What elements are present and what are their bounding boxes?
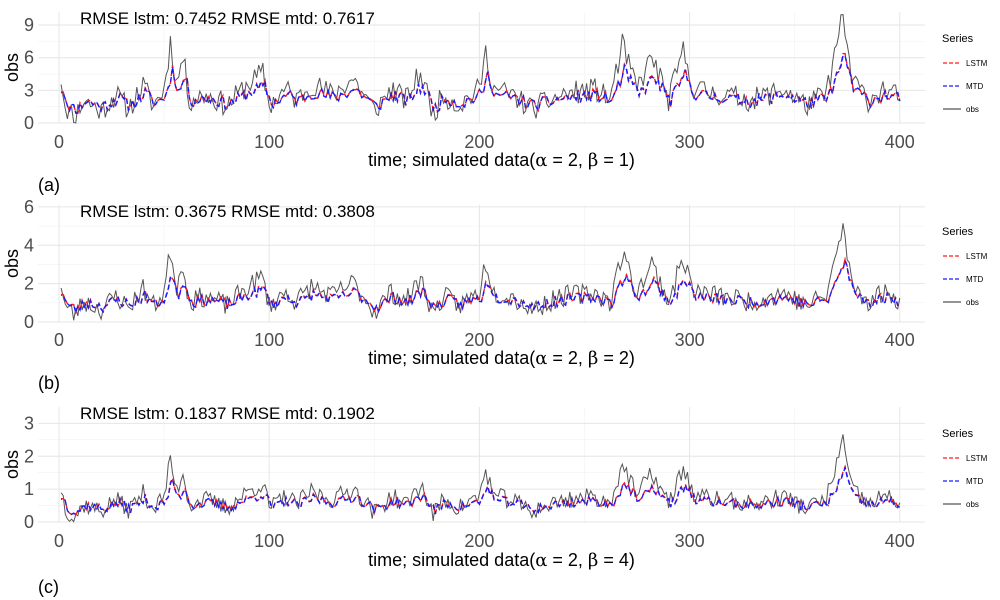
series-obs-line bbox=[60, 434, 901, 523]
rmse-annotation: RMSE lstm: 0.1837 RMSE mtd: 0.1902 bbox=[80, 404, 375, 423]
x-tick-label: 200 bbox=[464, 531, 494, 551]
x-axis-label-part: α bbox=[535, 150, 547, 171]
legend: Series LSTM MTD obs bbox=[942, 33, 988, 114]
x-axis-label: time; simulated data(α = 2, β = 2) bbox=[368, 348, 635, 369]
x-axis-label-part: = 2) bbox=[598, 348, 635, 368]
legend-label-mtd: MTD bbox=[966, 82, 984, 91]
x-axis-label-part: = 2, bbox=[547, 150, 588, 170]
x-tick-label: 200 bbox=[464, 132, 494, 152]
legend-label-obs: obs bbox=[966, 105, 979, 114]
x-axis-label: time; simulated data(α = 2, β = 1) bbox=[368, 150, 635, 171]
x-axis-label-part: β bbox=[588, 550, 598, 571]
panel-label: (c) bbox=[38, 577, 59, 597]
legend-label-obs: obs bbox=[966, 298, 979, 307]
y-tick-label: 3 bbox=[24, 80, 34, 100]
series-mtd-line bbox=[61, 257, 901, 316]
y-tick-label: 0 bbox=[24, 312, 34, 332]
x-axis-label-part: α bbox=[535, 348, 547, 369]
x-axis-label-part: time; simulated data( bbox=[368, 550, 535, 570]
y-axis-label: obs bbox=[2, 450, 22, 479]
legend: Series LSTM MTD obs bbox=[942, 226, 988, 307]
legend-label-mtd: MTD bbox=[966, 275, 984, 284]
panel-1: 0 100 200 300 400 0 3 6 9 time; simulated data(α … bbox=[2, 9, 988, 195]
y-tick-label: 6 bbox=[24, 197, 34, 217]
y-tick-label: 9 bbox=[24, 15, 34, 35]
x-tick-label: 0 bbox=[54, 330, 64, 350]
y-tick-label: 4 bbox=[24, 235, 34, 255]
x-axis-label-part: α bbox=[535, 550, 547, 571]
x-tick-label: 400 bbox=[885, 531, 915, 551]
panel-label: (b) bbox=[38, 373, 60, 393]
legend: Series LSTM MTD obs bbox=[942, 428, 988, 509]
y-tick-label: 2 bbox=[24, 446, 34, 466]
x-tick-label: 0 bbox=[54, 132, 64, 152]
legend-title: Series bbox=[942, 33, 974, 45]
series-lstm-line bbox=[61, 464, 901, 516]
legend-title: Series bbox=[942, 226, 974, 238]
x-tick-label: 100 bbox=[254, 132, 284, 152]
legend-label-lstm: LSTM bbox=[966, 454, 988, 463]
rmse-annotation: RMSE lstm: 0.3675 RMSE mtd: 0.3808 bbox=[80, 202, 375, 221]
panel-2: 0 100 200 300 400 0 2 4 6 time; simulated data(α … bbox=[2, 197, 988, 393]
x-axis-label-part: = 2, bbox=[547, 348, 588, 368]
x-tick-label: 100 bbox=[254, 531, 284, 551]
y-tick-label: 3 bbox=[24, 413, 34, 433]
y-tick-label: 2 bbox=[24, 274, 34, 294]
y-axis-label: obs bbox=[2, 53, 22, 82]
series-mtd-line bbox=[61, 54, 901, 114]
series-lstm-line bbox=[61, 52, 901, 114]
panel-3: 0 100 200 300 400 0 1 2 3 time; simulated data(α … bbox=[2, 404, 988, 597]
y-tick-label: 1 bbox=[24, 479, 34, 499]
y-tick-label: 0 bbox=[24, 512, 34, 532]
x-axis-label-part: β bbox=[588, 348, 598, 369]
x-tick-label: 400 bbox=[885, 132, 915, 152]
x-tick-label: 0 bbox=[54, 531, 64, 551]
rmse-annotation: RMSE lstm: 0.7452 RMSE mtd: 0.7617 bbox=[80, 9, 375, 28]
y-tick-label: 0 bbox=[24, 113, 34, 133]
x-tick-label: 300 bbox=[675, 132, 705, 152]
x-tick-label: 100 bbox=[254, 330, 284, 350]
panel-label: (a) bbox=[38, 175, 60, 195]
x-axis-label-part: = 1) bbox=[598, 150, 635, 170]
x-axis-label-part: = 4) bbox=[598, 550, 635, 570]
legend-label-obs: obs bbox=[966, 500, 979, 509]
legend-label-lstm: LSTM bbox=[966, 59, 988, 68]
x-axis-label: time; simulated data(α = 2, β = 4) bbox=[368, 550, 635, 571]
x-axis-label-part: = 2, bbox=[547, 550, 588, 570]
legend-label-mtd: MTD bbox=[966, 477, 984, 486]
y-tick-label: 6 bbox=[24, 48, 34, 68]
legend-label-lstm: LSTM bbox=[966, 252, 988, 261]
x-tick-label: 300 bbox=[675, 330, 705, 350]
y-axis-label: obs bbox=[2, 249, 22, 278]
x-tick-label: 400 bbox=[885, 330, 915, 350]
series-obs-line bbox=[60, 223, 901, 321]
x-axis-label-part: time; simulated data( bbox=[368, 150, 535, 170]
x-tick-label: 200 bbox=[464, 330, 494, 350]
x-axis-label-part: time; simulated data( bbox=[368, 348, 535, 368]
x-tick-label: 300 bbox=[675, 531, 705, 551]
x-axis-label-part: β bbox=[588, 150, 598, 171]
legend-title: Series bbox=[942, 428, 974, 440]
